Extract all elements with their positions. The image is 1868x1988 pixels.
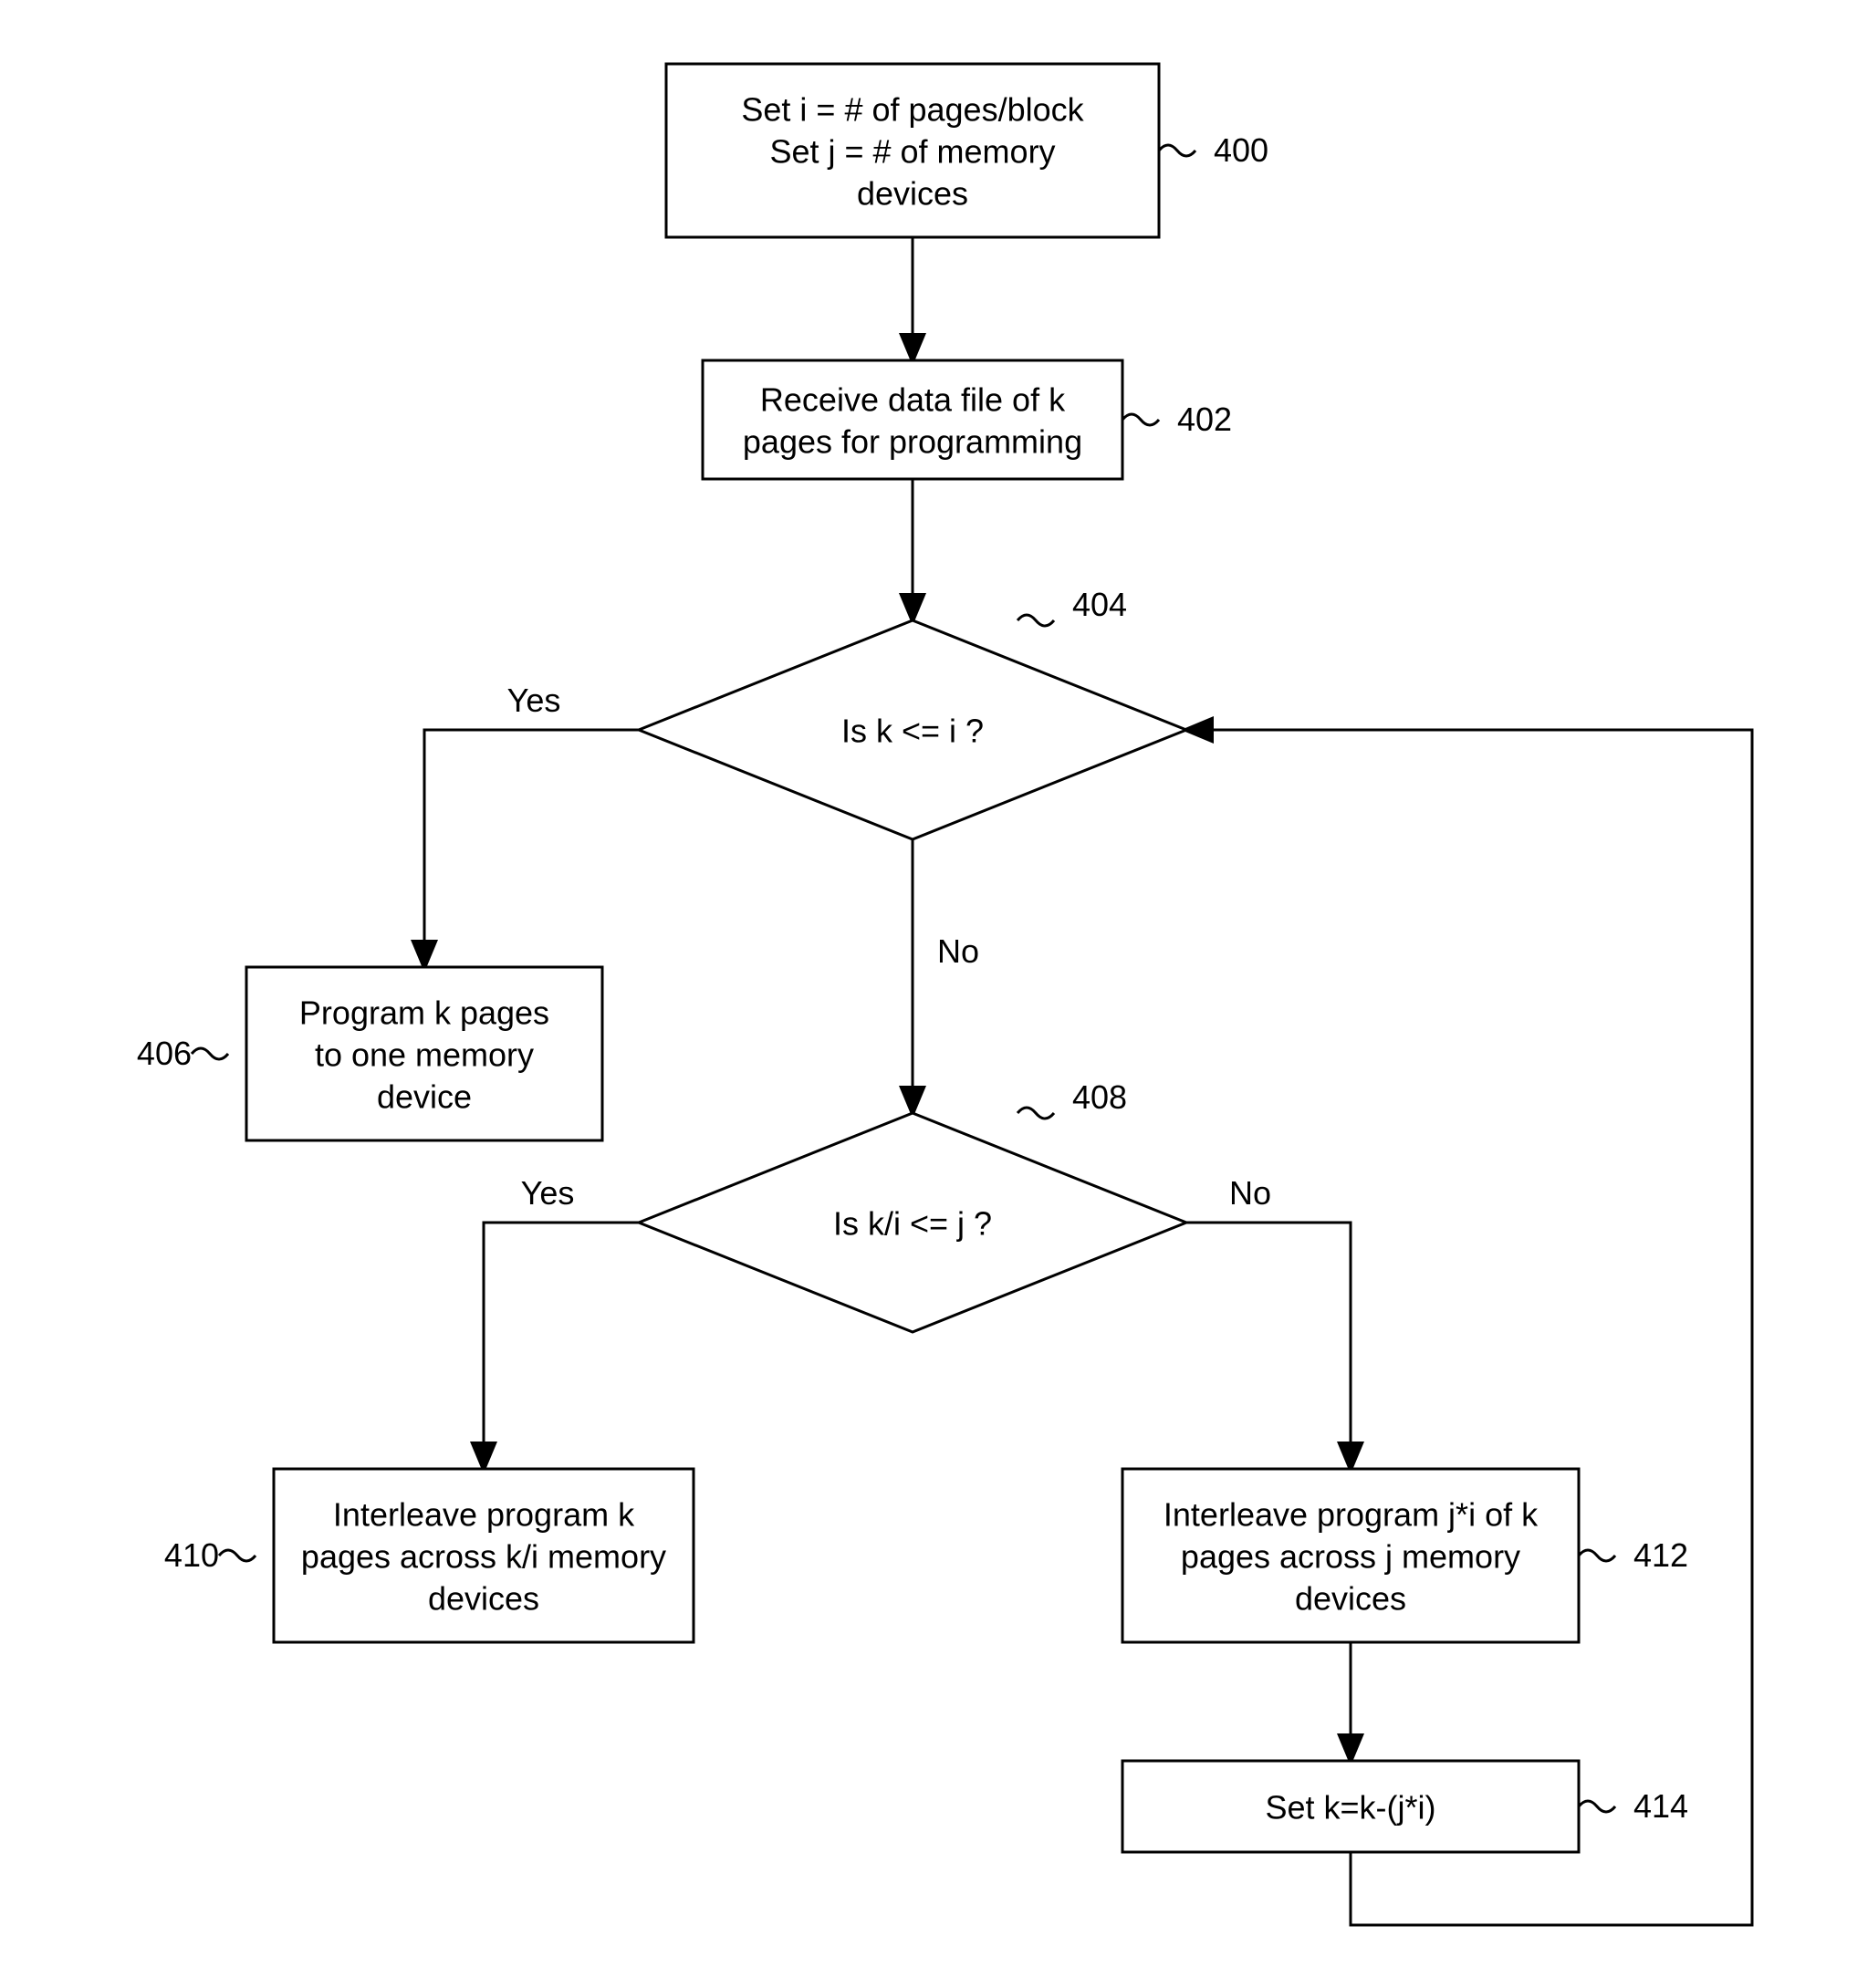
node-n406: Program k pages to one memory device	[246, 967, 602, 1140]
node-text: Interleave program j*i of k	[1164, 1496, 1539, 1534]
node-n402: Receive data file of k pages for programm…	[703, 360, 1122, 479]
ref-label: 408	[1072, 1078, 1127, 1116]
edge	[424, 730, 639, 967]
node-text: Program k pages	[299, 994, 549, 1032]
edge-label: Yes	[521, 1174, 575, 1212]
node-n414: Set k=k-(j*i)	[1122, 1761, 1579, 1852]
ref-label: 400	[1214, 131, 1268, 169]
edge	[484, 1223, 639, 1469]
node-text: Is k/i <= j ?	[833, 1205, 992, 1243]
node-n400: Set i = # of pages/block Set j = # of mem…	[666, 64, 1159, 237]
node-text: Interleave program k	[333, 1496, 635, 1534]
node-n410: Interleave program k pages across k/i mem…	[274, 1469, 694, 1642]
ref-label: 414	[1633, 1787, 1688, 1825]
node-text: Set i = # of pages/block	[741, 91, 1084, 129]
node-text: Set j = # of memory	[769, 133, 1055, 171]
edge	[1186, 1223, 1351, 1469]
edge-label: No	[1229, 1174, 1271, 1212]
ref-label: 412	[1633, 1536, 1688, 1574]
node-text: Receive data file of k	[760, 381, 1066, 419]
edge	[1186, 730, 1752, 1925]
ref-label: 410	[164, 1536, 219, 1574]
node-text: device	[377, 1078, 472, 1116]
node-text: devices	[857, 175, 968, 213]
node-n404: Is k <= i ?	[639, 620, 1186, 839]
node-text: pages across j memory	[1181, 1538, 1520, 1576]
node-text: pages for programming	[743, 423, 1082, 461]
node-text: to one memory	[315, 1036, 534, 1074]
flowchart-diagram: Set i = # of pages/block Set j = # of mem…	[0, 0, 1868, 1988]
node-text: pages across k/i memory	[301, 1538, 666, 1576]
ref-label: 406	[137, 1035, 192, 1072]
node-text: devices	[428, 1580, 539, 1618]
node-text: Set k=k-(j*i)	[1265, 1789, 1435, 1827]
edge-label: No	[937, 932, 979, 970]
node-n408: Is k/i <= j ?	[639, 1113, 1186, 1332]
ref-label: 404	[1072, 586, 1127, 623]
node-text: Is k <= i ?	[841, 713, 984, 750]
ref-label: 402	[1177, 401, 1232, 438]
node-text: devices	[1295, 1580, 1406, 1618]
node-n412: Interleave program j*i of k pages across …	[1122, 1469, 1579, 1642]
edge-label: Yes	[507, 682, 561, 719]
